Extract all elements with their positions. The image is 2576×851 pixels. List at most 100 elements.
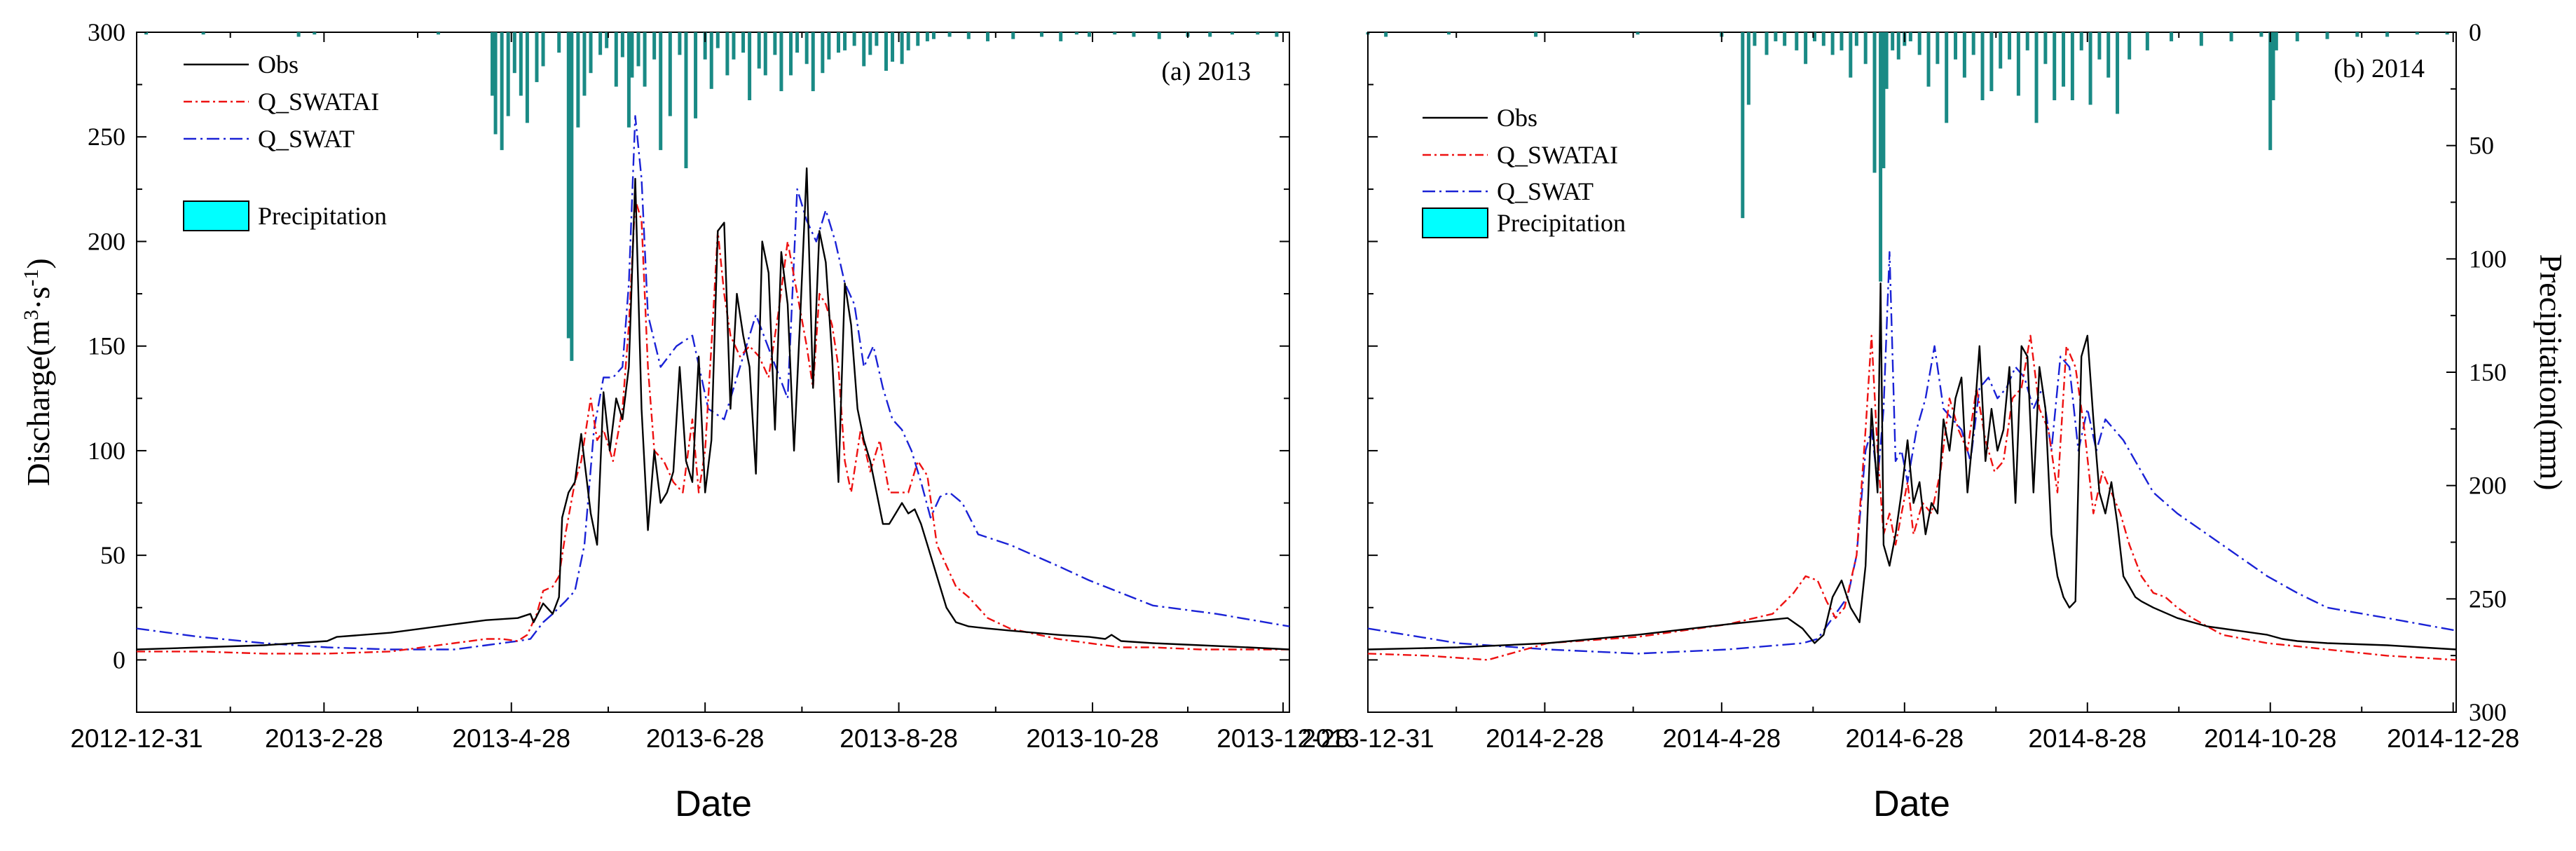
precip-bar [1812,32,1816,41]
panel-b-right-y-axis-title: Precipitation(mm) [2533,254,2569,490]
precip-bar [837,32,841,53]
panel-a-legend-obs-label: Obs [258,50,299,79]
y-tick-label: 250 [88,123,125,151]
precip-bar [668,32,672,116]
precip-bar [1132,32,1136,37]
precip-bar [1854,32,1858,46]
precip-bar [1863,32,1868,64]
y-tick-label: 200 [88,227,125,255]
precip-bar [2016,32,2020,96]
panel-b-x-axis-title: Date [1873,784,1950,824]
precip-bar [741,32,746,53]
precip-bar [643,32,647,87]
panel-b-legend-precip-label: Precipitation [1497,209,1626,237]
precip-bar [2325,32,2329,39]
precip-bar [2229,32,2233,41]
precip-bar [1074,32,1078,35]
precip-bar [2259,32,2263,37]
precip-bar [1999,32,2003,69]
precip-bar [1230,32,1234,35]
precip-bar [1849,32,1853,78]
x-tick-label: 2014-4-28 [1662,724,1781,753]
panel-a-x-axis: 2012-12-31 2013-2-28 2013-4-28 2013-6-28 201… [70,32,1350,753]
precip-bar [1908,32,1912,41]
x-tick-label: 2013-12-31 [1301,724,1434,753]
x-tick-label: 2014-2-28 [1486,724,1604,753]
precip-bar [811,32,815,92]
precip-bar [1839,32,1844,50]
precip-bar [2385,32,2390,37]
precip-bar [906,32,910,50]
precip-bar [2008,32,2012,60]
panel-b-label: (b) 2014 [2334,54,2425,83]
panel-a-legend-swat-label: Q_SWAT [258,125,355,153]
precip-bar [582,32,587,96]
precip-bar [1804,32,1808,64]
precip-bar [2070,32,2074,100]
precip-bar [678,32,682,55]
panel-a-discharge-lines [136,115,1290,655]
precip-bar [852,32,856,46]
precip-bar [589,32,593,74]
precip-bar [566,32,570,339]
precip-bar [2271,32,2275,100]
precip-bar [659,32,663,151]
precip-bar [570,32,574,361]
precip-bar [1795,32,1799,50]
precip-bar [652,32,657,60]
x-tick-label: 2014-6-28 [1845,724,1964,753]
precip-bar [862,32,866,67]
panel-b-legend-swat-label: Q_SWAT [1497,177,1594,205]
panel-b-legend-swatai-label: Q_SWATAI [1497,141,1618,169]
precip-bar [868,32,872,55]
precip-bar [2415,32,2419,35]
precip-bar [2106,32,2111,78]
precip-bar [313,32,317,35]
precip-bar [947,32,952,37]
precip-bar [605,32,609,48]
precip-bar [1534,32,1538,37]
precip-bar [2088,32,2092,105]
series-line-q-swatai [137,198,1289,655]
precip-bar [144,32,149,35]
y-tick-label: 150 [88,332,125,360]
precip-bar [2268,32,2273,151]
precip-bar [2097,32,2102,60]
panel-a-y-axis-title: Discharge(m3·s-1) [20,258,56,486]
precip-bar [2062,32,2066,87]
x-tick-label: 2013-2-28 [265,724,383,753]
x-tick-label: 2014-12-28 [2387,724,2519,753]
precip-bar [1821,32,1825,46]
precip-bar [966,32,971,39]
panel-b-legend: Obs Q_SWATAI Q_SWAT Precipitation [1422,104,1626,238]
precip-bar [725,32,729,76]
panel-b-y-axis: 0 50 100 150 200 250 300 [1368,18,2507,726]
precip-bar [916,32,920,46]
precip-bar [1872,32,1877,173]
panel-b-legend-precip-swatch [1422,207,1488,238]
precip-bar [757,32,761,69]
ylabel-sup-3: 3 [20,310,43,320]
precip-bar [2199,32,2203,46]
precip-bar [709,32,713,89]
precip-bar [2043,32,2048,64]
precip-bar [2116,32,2120,114]
precip-bar [2025,32,2029,50]
y-tick-label: 100 [88,437,125,465]
precip-bar [1879,32,1883,282]
precip-bar [1765,32,1769,55]
precip-bar [2295,32,2299,41]
right-tick-label: 200 [2469,472,2507,500]
precip-bar [1936,32,1940,64]
precip-bar [1059,32,1063,41]
right-tick-label: 0 [2469,18,2481,46]
precip-bar [2079,32,2083,50]
panel-b-plot-frame [1367,32,2457,713]
right-tick-label: 150 [2469,358,2507,386]
precip-bar [1256,32,1260,35]
x-tick-label: 2013-12-28 [1217,724,1349,753]
precip-bar [1753,32,1757,46]
